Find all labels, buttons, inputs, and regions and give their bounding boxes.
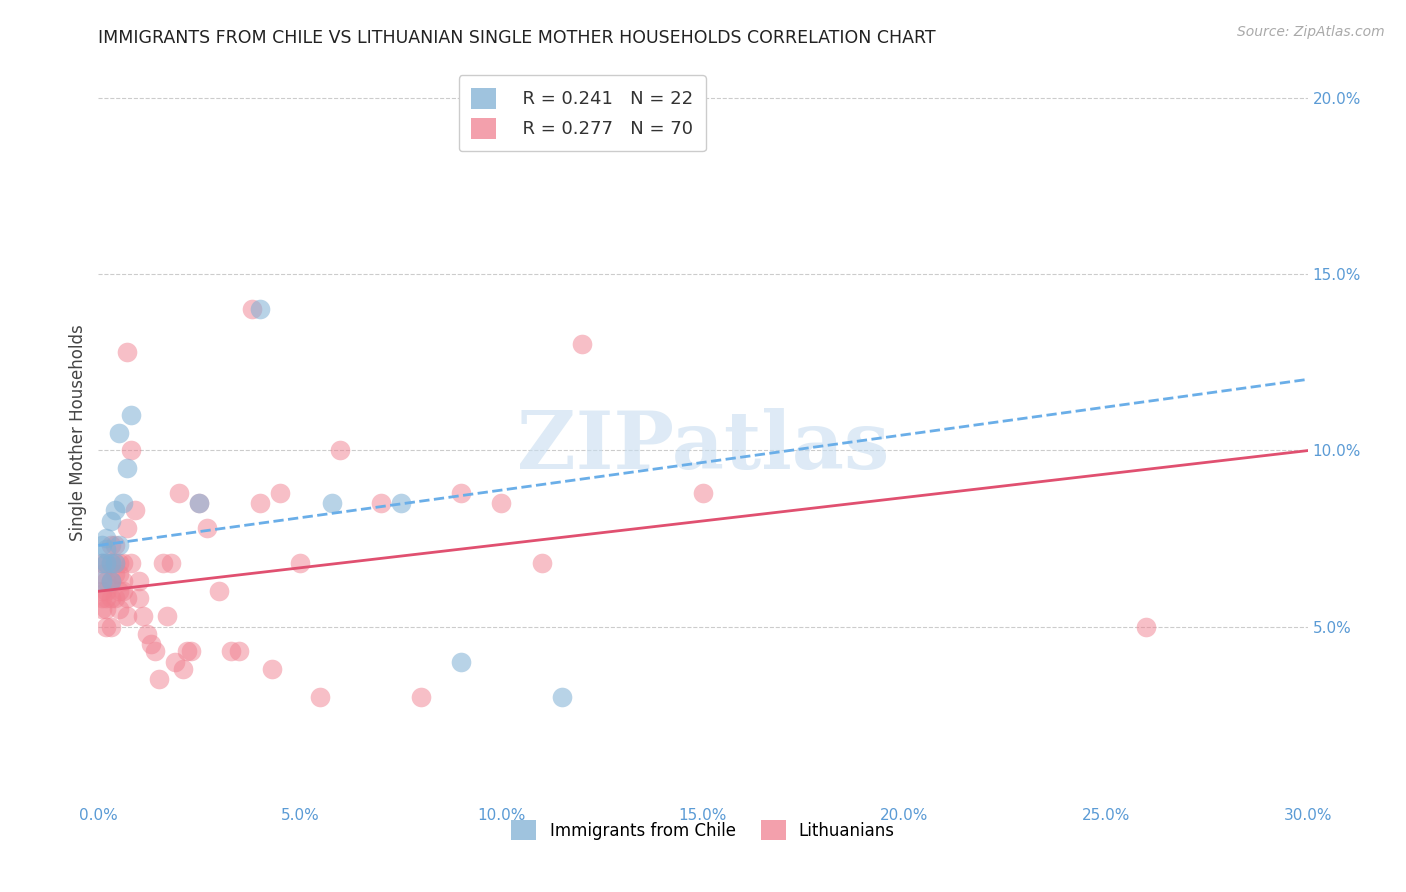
Point	[139, 637, 162, 651]
Point	[128, 574, 150, 588]
Point	[111, 556, 134, 570]
Point	[450, 485, 472, 500]
Point	[180, 644, 202, 658]
Point	[188, 496, 211, 510]
Point	[208, 584, 231, 599]
Point	[309, 690, 332, 704]
Point	[571, 337, 593, 351]
Point	[91, 602, 114, 616]
Point	[91, 584, 114, 599]
Point	[115, 521, 138, 535]
Point	[100, 538, 122, 552]
Legend: Immigrants from Chile, Lithuanians: Immigrants from Chile, Lithuanians	[505, 814, 901, 847]
Point	[321, 496, 343, 510]
Point	[91, 566, 114, 581]
Y-axis label: Single Mother Households: Single Mother Households	[69, 325, 87, 541]
Point	[107, 425, 129, 440]
Point	[176, 644, 198, 658]
Point	[115, 344, 138, 359]
Point	[107, 602, 129, 616]
Point	[91, 556, 114, 570]
Point	[103, 556, 125, 570]
Point	[124, 503, 146, 517]
Point	[91, 538, 114, 552]
Point	[120, 408, 142, 422]
Point	[269, 485, 291, 500]
Point	[409, 690, 432, 704]
Point	[103, 538, 125, 552]
Point	[96, 541, 118, 556]
Point	[96, 556, 118, 570]
Point	[111, 584, 134, 599]
Point	[128, 591, 150, 606]
Point	[188, 496, 211, 510]
Point	[120, 556, 142, 570]
Point	[132, 609, 155, 624]
Point	[103, 566, 125, 581]
Point	[370, 496, 392, 510]
Point	[115, 609, 138, 624]
Point	[96, 602, 118, 616]
Point	[100, 556, 122, 570]
Text: Source: ZipAtlas.com: Source: ZipAtlas.com	[1237, 25, 1385, 39]
Point	[100, 574, 122, 588]
Point	[450, 655, 472, 669]
Point	[172, 662, 194, 676]
Point	[100, 591, 122, 606]
Point	[103, 556, 125, 570]
Point	[91, 556, 114, 570]
Point	[240, 302, 263, 317]
Point	[96, 556, 118, 570]
Point	[91, 591, 114, 606]
Point	[107, 566, 129, 581]
Point	[100, 574, 122, 588]
Point	[96, 574, 118, 588]
Point	[148, 673, 170, 687]
Point	[111, 496, 134, 510]
Point	[103, 591, 125, 606]
Point	[163, 655, 186, 669]
Point	[96, 619, 118, 633]
Point	[167, 485, 190, 500]
Point	[692, 485, 714, 500]
Point	[100, 514, 122, 528]
Point	[160, 556, 183, 570]
Point	[143, 644, 166, 658]
Point	[221, 644, 243, 658]
Point	[152, 556, 174, 570]
Point	[530, 556, 553, 570]
Point	[100, 619, 122, 633]
Point	[389, 496, 412, 510]
Point	[96, 591, 118, 606]
Point	[96, 532, 118, 546]
Point	[491, 496, 513, 510]
Point	[260, 662, 283, 676]
Text: IMMIGRANTS FROM CHILE VS LITHUANIAN SINGLE MOTHER HOUSEHOLDS CORRELATION CHART: IMMIGRANTS FROM CHILE VS LITHUANIAN SING…	[98, 29, 936, 47]
Point	[100, 556, 122, 570]
Point	[120, 443, 142, 458]
Point	[228, 644, 250, 658]
Point	[107, 538, 129, 552]
Text: ZIPatlas: ZIPatlas	[517, 409, 889, 486]
Point	[195, 521, 218, 535]
Point	[156, 609, 179, 624]
Point	[288, 556, 311, 570]
Point	[329, 443, 352, 458]
Point	[551, 690, 574, 704]
Point	[107, 584, 129, 599]
Point	[115, 591, 138, 606]
Point	[135, 626, 157, 640]
Point	[1135, 619, 1157, 633]
Point	[96, 584, 118, 599]
Point	[115, 461, 138, 475]
Point	[100, 574, 122, 588]
Point	[249, 302, 271, 317]
Point	[111, 574, 134, 588]
Point	[103, 503, 125, 517]
Point	[91, 574, 114, 588]
Point	[249, 496, 271, 510]
Point	[107, 556, 129, 570]
